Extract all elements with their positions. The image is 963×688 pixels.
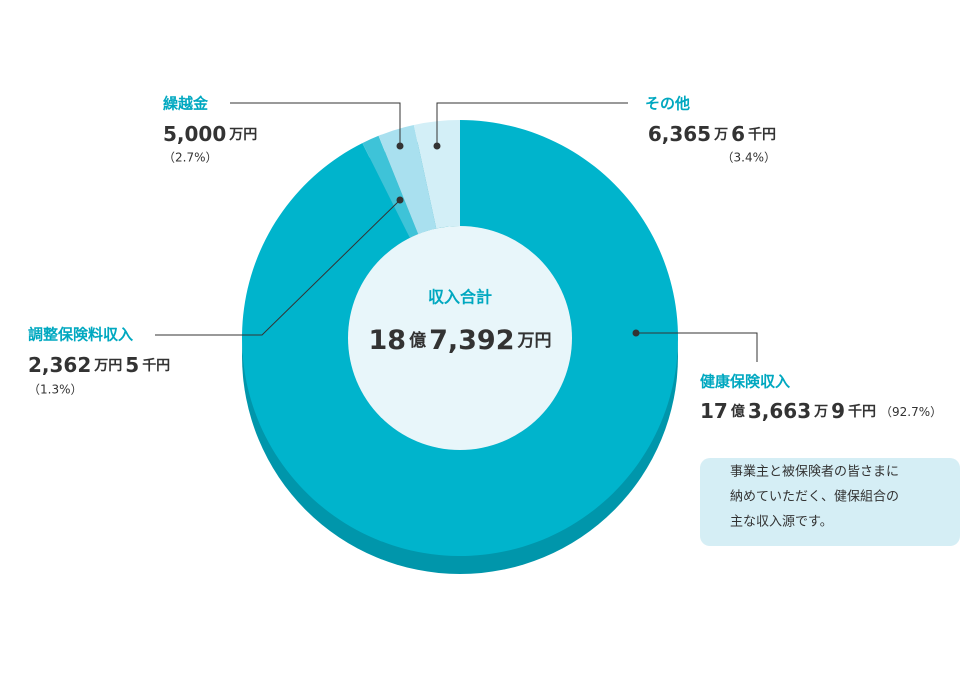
value-label: （1.3%） [28, 383, 83, 397]
unit: 万 [813, 404, 828, 420]
donut-slice [241, 120, 678, 556]
number: 18 [369, 325, 407, 356]
leader-dot [433, 142, 441, 150]
center-title: 収入合計 [428, 288, 492, 307]
amount-label: 2,362 万円 5 千円 [28, 353, 170, 377]
leader-dot [396, 196, 404, 204]
number: 5 [125, 353, 139, 377]
unit: 万円 [228, 127, 257, 143]
unit: 万 [713, 127, 728, 143]
value-label: （2.7%） [163, 151, 218, 165]
unit: 千円 [748, 126, 776, 143]
leader-line [436, 102, 628, 146]
amount-label: 17 億 3,663 万 9 千円 （92.7%） [700, 399, 942, 423]
note-line: 納めていただく、健保組合の [730, 490, 899, 505]
donut-slice [413, 120, 460, 229]
category-label: その他 [645, 95, 690, 113]
number: 6 [731, 122, 745, 146]
leader-dot [632, 329, 640, 337]
donut-slice [362, 135, 419, 238]
number: 7,392 [429, 325, 514, 356]
category-label: 繰越金 [163, 95, 209, 113]
note-line: 事業主と被保険者の皆さまに [730, 464, 899, 480]
number: 9 [831, 399, 845, 423]
value-label: （92.7%） [880, 405, 942, 419]
category-label: 調整保険料収入 [28, 326, 133, 344]
number: 6,365 [648, 122, 711, 146]
value-label: （3.4%） [722, 151, 777, 165]
donut-slice [378, 124, 437, 235]
center-amount: 18 億 7,392 万円 [369, 325, 552, 356]
unit: 億 [409, 330, 426, 351]
leader-line [155, 199, 401, 336]
leader-line [230, 102, 401, 146]
number: 2,362 [28, 353, 91, 377]
unit: 万円 [516, 331, 551, 351]
note-box [700, 458, 960, 546]
slices [241, 120, 678, 556]
amount-label: 5,000 万円 [163, 122, 257, 146]
category-label: 健康保険収入 [700, 373, 790, 391]
unit: 億 [731, 403, 745, 420]
donut-hole [348, 226, 572, 450]
unit: 万円 [93, 358, 122, 374]
amount-label: 6,365 万 6 千円 [648, 122, 776, 146]
unit: 千円 [848, 403, 876, 420]
unit: 千円 [142, 357, 170, 374]
leader-dot [396, 142, 404, 150]
leader-line [636, 332, 758, 362]
note-line: 主な収入源です。 [730, 515, 833, 530]
number: 17 [700, 399, 728, 423]
number: 3,663 [748, 399, 811, 423]
number: 5,000 [163, 122, 226, 146]
